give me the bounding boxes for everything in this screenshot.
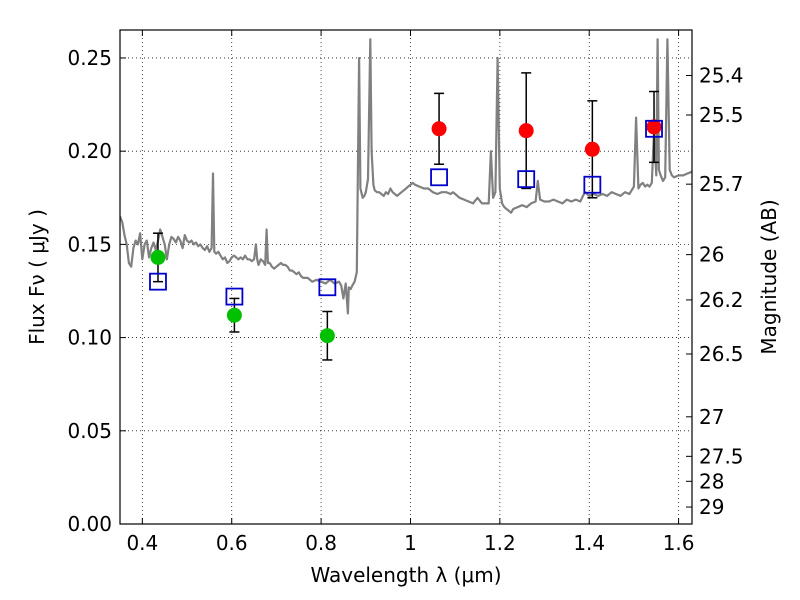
y2-tick-label: 27 [699,405,724,429]
axis-ticks: 0.4 0.6 0.8 1 1.2 1.4 1.6 0.00 0.05 0.10 0.15 0.20 0… [67,30,744,555]
data-point-square [149,272,167,291]
data-point-square [430,168,448,187]
data-point-square [318,278,337,297]
y-tick-label: 0.15 [67,232,112,256]
y2-tick-label: 26.5 [699,342,744,366]
y2-tick-label: 25.7 [699,172,744,196]
y-tick-label: 0.05 [67,419,112,443]
x-tick-label: 0.6 [216,531,248,555]
data-point-circle [431,121,447,137]
x-tick-label: 1.6 [663,531,695,555]
x-tick-label: 0.4 [126,531,158,555]
x-tick-label: 1 [404,531,417,555]
data-point-circle [646,119,662,135]
x-tick-label: 1.2 [484,531,516,555]
y2-tick-label: 25.4 [699,63,744,87]
data-point-square [517,170,536,189]
data-markers [149,72,663,361]
y2-tick-label: 25.5 [699,103,744,127]
y2-tick-label: 28 [699,469,724,493]
y2-axis-label: Magnitude (AB) [757,199,781,354]
y-tick-label: 0.20 [67,139,112,163]
data-point-circle [150,249,166,265]
data-point-square [583,175,602,194]
x-tick-label: 1.4 [573,531,605,555]
grid [120,30,692,525]
y-tick-label: 0.00 [67,512,112,536]
y2-tick-label: 26 [699,243,724,267]
data-point-square [645,119,663,138]
y-axis-label: Flux Fν ( μJy ) [25,209,49,345]
data-point-circle [518,123,534,139]
y2-tick-label: 29 [699,495,724,519]
spectrum-line [120,38,692,315]
plot-frame [119,29,693,525]
x-axis-label: Wavelength λ (μm) [310,563,501,587]
data-point-circle [226,307,242,323]
y-tick-label: 0.25 [67,46,112,70]
x-tick-label: 0.8 [305,531,337,555]
y2-tick-label: 27.5 [699,444,744,468]
data-point-circle [584,141,600,157]
data-point-square [225,287,244,306]
model-spectrum [120,38,692,315]
y-tick-label: 0.10 [67,326,112,350]
data-point-circle [319,328,335,344]
y2-tick-label: 26.2 [699,288,744,312]
